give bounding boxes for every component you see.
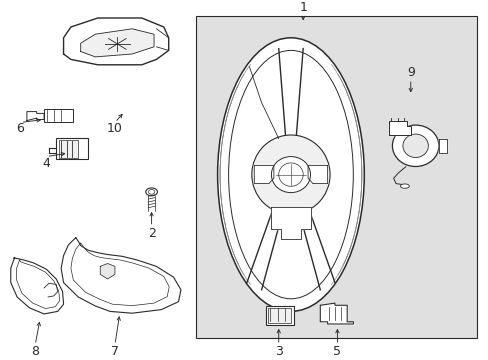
Ellipse shape — [278, 163, 303, 186]
Text: 3: 3 — [274, 345, 282, 358]
Polygon shape — [63, 18, 168, 65]
Ellipse shape — [271, 157, 310, 193]
Polygon shape — [81, 29, 154, 57]
Text: 5: 5 — [333, 345, 341, 358]
Text: 1: 1 — [299, 1, 306, 14]
Ellipse shape — [402, 134, 427, 158]
Ellipse shape — [217, 38, 364, 311]
Text: 9: 9 — [406, 66, 414, 79]
Text: 10: 10 — [107, 122, 122, 135]
Ellipse shape — [391, 125, 438, 166]
Polygon shape — [271, 207, 310, 239]
Polygon shape — [11, 257, 63, 314]
Ellipse shape — [400, 184, 408, 188]
Text: 6: 6 — [17, 122, 24, 135]
Bar — [59, 140, 78, 158]
Text: 2: 2 — [147, 227, 155, 240]
Ellipse shape — [228, 50, 352, 299]
Text: 4: 4 — [42, 157, 50, 170]
Text: 7: 7 — [111, 345, 119, 358]
Ellipse shape — [145, 188, 157, 196]
Bar — [268, 308, 290, 323]
Bar — [265, 306, 293, 325]
Text: 8: 8 — [31, 345, 39, 358]
Polygon shape — [61, 238, 181, 313]
Polygon shape — [388, 121, 410, 135]
Polygon shape — [100, 264, 115, 279]
Polygon shape — [307, 166, 327, 184]
Ellipse shape — [251, 135, 329, 214]
Polygon shape — [320, 303, 353, 324]
Bar — [56, 138, 88, 159]
Polygon shape — [438, 139, 447, 153]
Polygon shape — [27, 112, 44, 121]
Bar — [195, 16, 476, 338]
Polygon shape — [254, 166, 273, 184]
Bar — [44, 109, 73, 122]
Ellipse shape — [148, 189, 154, 194]
